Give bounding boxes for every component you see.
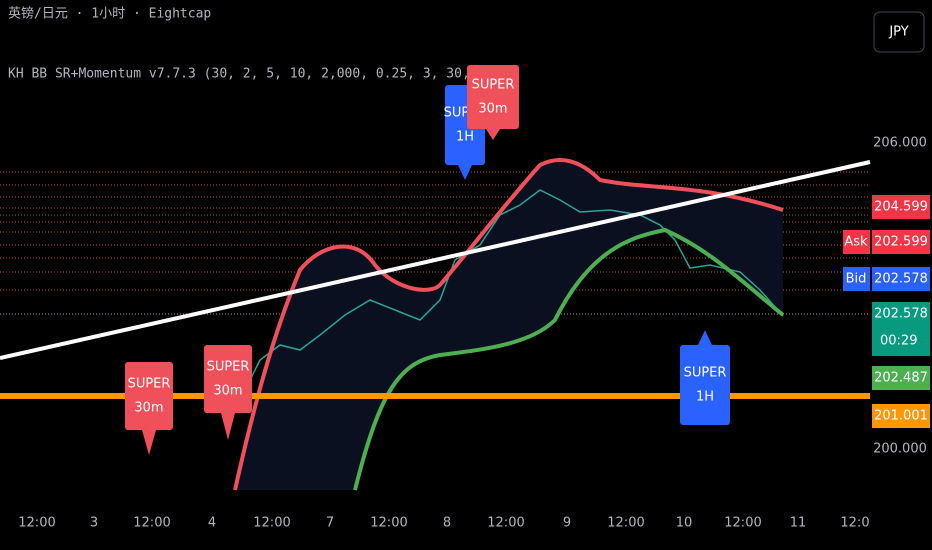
- time-tick-label: 12:00: [607, 516, 644, 531]
- lower-band: [353, 227, 785, 491]
- indicator-title: KH BB SR+Momentum v7.7.3 (30, 2, 5, 10, …: [8, 67, 501, 82]
- price-tag-label: Ask: [844, 235, 868, 250]
- currency-button[interactable]: [873, 11, 925, 53]
- price-tag-value: 204.599: [874, 200, 928, 215]
- time-tick-label: 12:0: [840, 516, 869, 531]
- time-tick-label: 9: [563, 516, 571, 531]
- price-tag-value: 202.599: [874, 235, 928, 250]
- marker-text: 30m: [478, 102, 507, 117]
- time-tick-label: 4: [208, 516, 216, 531]
- time-tick-label: 3: [90, 516, 98, 531]
- price-tag-value: 202.487: [874, 371, 928, 386]
- price-tag-label: Bid: [846, 272, 867, 287]
- marker-text: SUPER: [684, 366, 727, 381]
- price-tag: [872, 230, 930, 254]
- price-path: [239, 189, 784, 401]
- price-tag: [872, 404, 930, 428]
- marker-pointer: [221, 413, 235, 440]
- price-tag: [872, 195, 930, 219]
- price-tag: [872, 267, 930, 291]
- price-tag-value: 202.578: [874, 307, 928, 322]
- marker-pointer: [142, 430, 156, 455]
- price-tag: [872, 366, 930, 390]
- upper-band: [233, 158, 784, 491]
- trend-line: [0, 160, 871, 360]
- time-tick-label: 12:00: [724, 516, 761, 531]
- marker-text: 30m: [213, 384, 242, 399]
- marker-pointer: [698, 330, 712, 345]
- price-tick-label: 200.000: [873, 442, 927, 457]
- marker-text: 1H: [456, 130, 474, 145]
- marker-text: SUPER: [472, 78, 515, 93]
- time-tick-label: 11: [790, 516, 807, 531]
- marker-box: [680, 345, 730, 425]
- marker-text: SUPER: [207, 360, 250, 375]
- currency-label[interactable]: JPY: [888, 25, 908, 40]
- time-tick-label: 8: [443, 516, 451, 531]
- marker-text: SUPER: [128, 377, 171, 392]
- price-tag-side: [843, 230, 870, 254]
- time-tick-label: 10: [676, 516, 693, 531]
- marker-box: [467, 65, 519, 129]
- symbol-title: 英镑/日元 · 1小时 · Eightcap: [8, 6, 211, 22]
- price-tag-value: 202.578: [874, 272, 928, 287]
- time-tick-label: 7: [326, 516, 334, 531]
- time-tick-label: 12:00: [18, 516, 55, 531]
- marker-text: 1H: [696, 390, 714, 405]
- time-tick-label: 12:00: [370, 516, 407, 531]
- time-tick-label: 12:00: [253, 516, 290, 531]
- marker-pointer: [458, 165, 472, 180]
- marker-text: 30m: [134, 401, 163, 416]
- price-tag-value: 201.001: [874, 409, 928, 424]
- price-tick-label: 206.000: [873, 136, 927, 151]
- price-tag-countdown: 00:29: [880, 334, 917, 349]
- price-tag: [872, 302, 930, 356]
- level-lines: [0, 171, 870, 315]
- marker-box: [125, 362, 173, 430]
- time-tick-label: 12:00: [133, 516, 170, 531]
- marker-pointer: [486, 129, 500, 140]
- price-tag-side: [843, 267, 870, 291]
- time-tick-label: 12:00: [487, 516, 524, 531]
- band-fill: [235, 160, 783, 490]
- marker-box: [204, 345, 252, 413]
